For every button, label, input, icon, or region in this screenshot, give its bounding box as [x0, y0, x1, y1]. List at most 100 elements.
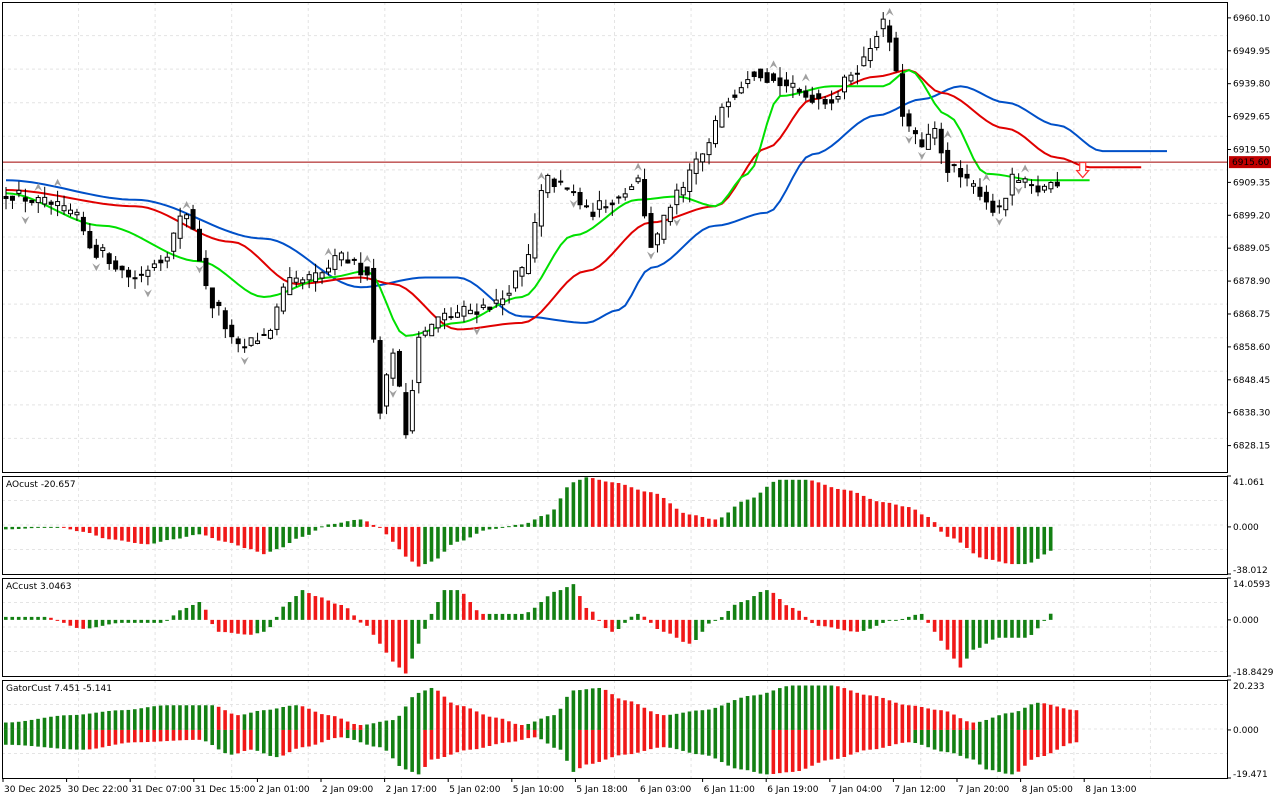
histogram-bar	[184, 607, 189, 620]
histogram-bar	[507, 613, 511, 620]
time-tick-label: 5 Jan 10:00	[513, 785, 565, 795]
gator-upper-bar	[687, 711, 692, 730]
candle-body	[777, 77, 783, 87]
histogram-bar	[790, 607, 795, 620]
gator-upper-bar	[416, 692, 421, 730]
candle-body	[100, 247, 106, 252]
candle-body	[558, 180, 564, 183]
gator-lower-bar	[281, 729, 285, 756]
gator-lower-bar	[10, 729, 15, 745]
candle-body	[783, 79, 789, 87]
histogram-bar	[565, 487, 569, 527]
gator-lower-bar	[700, 729, 705, 755]
histogram-bar	[4, 526, 8, 530]
histogram-bar	[616, 483, 621, 527]
candle-body	[771, 73, 777, 81]
gator-upper-bar	[739, 697, 743, 730]
histogram-bar	[371, 524, 376, 527]
gator-lower-bar	[378, 729, 382, 748]
candle-body	[474, 311, 480, 315]
gator-upper-bar	[487, 716, 492, 730]
histogram-bar	[145, 526, 150, 545]
gator-histogram-bars	[4, 685, 1079, 775]
histogram-bar	[558, 498, 563, 527]
histogram-bar	[94, 619, 98, 628]
ao-indicator-pane[interactable]: AOcust -20.657 41.061 0.000 -38.012	[2, 475, 1268, 576]
gator-lower-bar	[565, 729, 569, 761]
gator-upper-bar	[894, 702, 898, 730]
main-price-axis[interactable]: 6960.10 6949.95 6939.80 6929.65 6919.50 6909.…	[1227, 14, 1270, 452]
gator-lower-bar	[1023, 729, 1027, 766]
gator-upper-bar	[68, 715, 73, 730]
gator-lower-bar	[1036, 729, 1040, 758]
candle-body	[313, 272, 319, 283]
gator-upper-bar	[881, 697, 885, 730]
histogram-bar	[971, 619, 976, 650]
histogram-bar	[345, 608, 350, 620]
gator-upper-bar	[758, 694, 763, 730]
histogram-bar	[223, 619, 227, 633]
gator-lower-bar	[216, 729, 221, 750]
histogram-bar	[829, 619, 834, 628]
histogram-bar	[68, 526, 73, 530]
gator-upper-bar	[868, 695, 872, 730]
histogram-bar	[197, 602, 202, 620]
gator-upper-bar	[1016, 711, 1021, 730]
fractal-up-marker	[182, 201, 191, 210]
time-tick-label: 31 Dec 07:00	[131, 785, 192, 795]
time-tick-label: 2 Jan 01:00	[258, 785, 310, 795]
histogram-bar	[281, 606, 285, 620]
candle-body	[3, 195, 9, 199]
histogram-bar	[771, 481, 776, 527]
candle-body	[68, 209, 73, 215]
histogram-bar	[16, 526, 21, 529]
histogram-bar	[358, 619, 363, 623]
histogram-bar	[49, 526, 53, 528]
histogram-bar	[481, 613, 485, 620]
gator-upper-bar	[836, 686, 840, 730]
gator-lower-bar	[287, 729, 292, 753]
main-price-pane[interactable]: 6960.10 6949.95 6939.80 6929.65 6919.50 6909.…	[2, 2, 1271, 473]
histogram-bar	[23, 616, 27, 620]
histogram-bar	[62, 526, 66, 528]
histogram-bar	[1048, 613, 1053, 620]
gator-upper-bar	[526, 723, 531, 730]
gator-lower-bar	[719, 729, 724, 763]
gator-upper-bar	[681, 712, 685, 730]
histogram-bar	[823, 619, 827, 627]
histogram-bar	[513, 524, 518, 527]
gator-lower-bar	[81, 729, 85, 750]
candle-body	[816, 93, 822, 100]
gator-upper-bar	[694, 710, 698, 730]
gator-lower-bar	[236, 729, 240, 754]
candle-body	[622, 193, 628, 198]
gator-lower-bar	[668, 729, 672, 748]
ac-indicator-pane[interactable]: ACcust 3.0463 14.0593 0.000 -18.8429	[2, 577, 1274, 678]
histogram-bar	[107, 619, 111, 625]
gator-upper-bar	[919, 706, 924, 730]
fractal-down-marker	[905, 135, 913, 144]
time-axis[interactable]: 30 Dec 2025 30 Dec 22:00 31 Dec 07:00 31 De…	[2, 778, 1137, 795]
candle-body	[738, 87, 744, 94]
candle-body	[751, 71, 757, 78]
price-tick-label: 6949.95	[1233, 47, 1270, 57]
candle-body	[912, 130, 918, 135]
candle-body	[971, 183, 976, 187]
candle-body	[338, 252, 344, 261]
candle-body	[461, 305, 467, 317]
candle-body	[16, 189, 22, 194]
gator-upper-bar	[1010, 712, 1014, 730]
gator-upper-bar	[629, 701, 634, 730]
gator-upper-bar	[829, 685, 834, 730]
histogram-bar	[307, 593, 311, 620]
time-tick-label: 5 Jan 18:00	[576, 785, 628, 795]
histogram-bar	[1042, 619, 1047, 621]
gator-upper-bar	[642, 707, 647, 730]
gator-lower-bar	[784, 729, 789, 773]
gator-indicator-pane[interactable]: GatorCust 7.451 -5.141 20.233 0.000 -19.47…	[2, 679, 1268, 780]
axis-tick-label: 14.0593	[1233, 580, 1270, 590]
gator-lower-bar	[816, 729, 821, 763]
gator-upper-bar	[216, 706, 221, 730]
gator-lower-bar	[532, 729, 537, 738]
